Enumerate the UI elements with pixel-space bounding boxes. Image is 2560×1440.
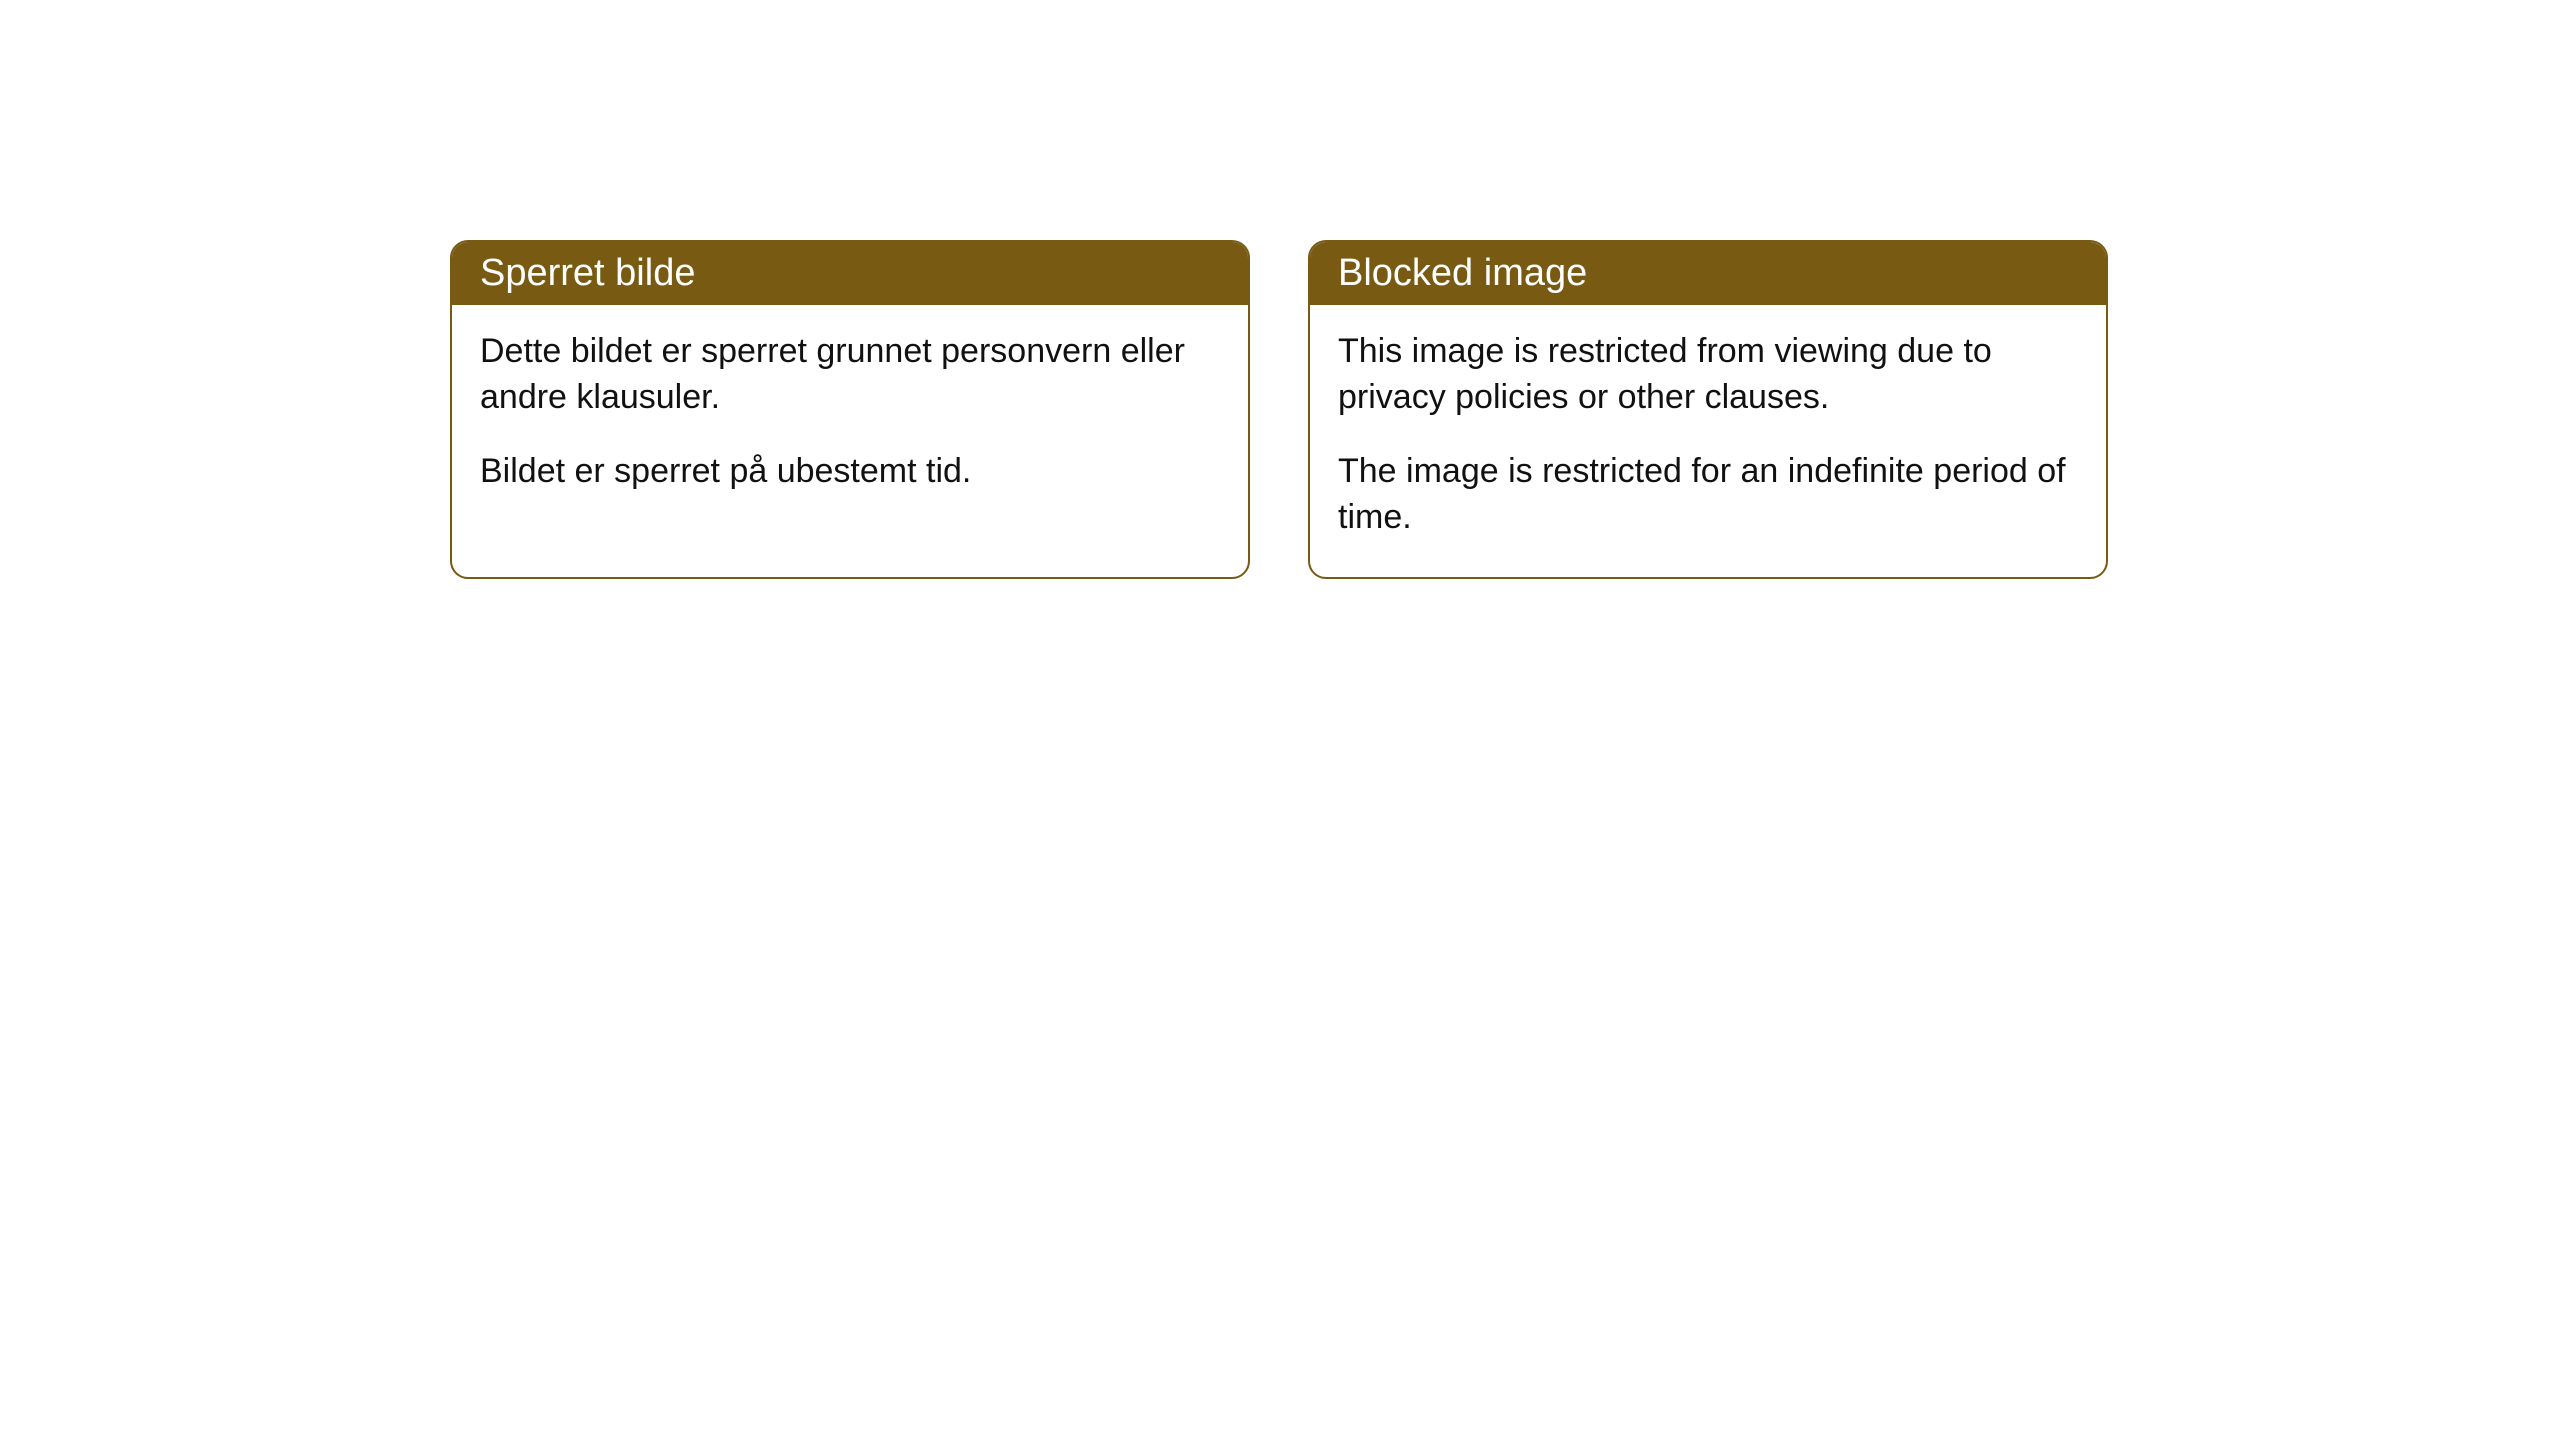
notice-paragraph: Dette bildet er sperret grunnet personve…	[480, 329, 1220, 421]
notice-card-norwegian: Sperret bilde Dette bildet er sperret gr…	[450, 240, 1250, 579]
notice-container: Sperret bilde Dette bildet er sperret gr…	[450, 240, 2108, 579]
notice-header-norwegian: Sperret bilde	[452, 242, 1248, 305]
notice-paragraph: This image is restricted from viewing du…	[1338, 329, 2078, 421]
notice-body-norwegian: Dette bildet er sperret grunnet personve…	[452, 305, 1248, 531]
notice-card-english: Blocked image This image is restricted f…	[1308, 240, 2108, 579]
notice-body-english: This image is restricted from viewing du…	[1310, 305, 2106, 577]
notice-paragraph: Bildet er sperret på ubestemt tid.	[480, 449, 1220, 495]
notice-header-english: Blocked image	[1310, 242, 2106, 305]
notice-paragraph: The image is restricted for an indefinit…	[1338, 449, 2078, 541]
